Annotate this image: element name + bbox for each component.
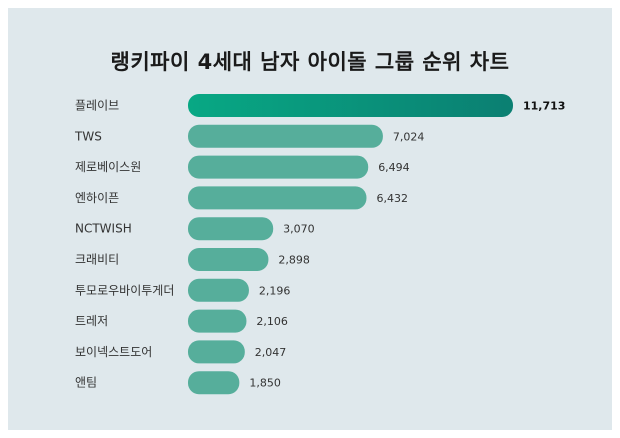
bar-6 xyxy=(188,248,269,271)
bar-3 xyxy=(188,155,369,179)
bar-1 xyxy=(188,94,513,117)
category-label: 트레저 xyxy=(75,314,108,328)
bar-4 xyxy=(188,186,367,210)
category-label: 보이넥스트도어 xyxy=(75,345,152,359)
value-label: 6,494 xyxy=(378,161,410,174)
chart-card: 랭키파이 4세대 남자 아이돌 그룹 순위 차트 플레이브 11,713 TWS 7,… xyxy=(8,8,612,430)
bar-chart: 플레이브 11,713 TWS 7,024 제로베이스원 6,494 엔하이픈 6,432 NC… xyxy=(74,94,565,395)
value-label: 7,024 xyxy=(393,130,425,143)
category-label: 크래비티 xyxy=(75,253,119,267)
category-label: 제로베이스원 xyxy=(75,160,141,174)
category-label: 엔하이픈 xyxy=(75,191,119,205)
chart-title: 랭키파이 4세대 남자 아이돌 그룹 순위 차트 xyxy=(110,50,510,74)
bar-7 xyxy=(188,278,249,302)
value-label: 2,106 xyxy=(256,315,288,328)
category-label: 투모로우바이투게더 xyxy=(75,283,174,297)
value-label: 2,047 xyxy=(255,346,287,359)
bar-9 xyxy=(188,340,245,364)
bar-2 xyxy=(188,124,383,148)
category-label: 앤팀 xyxy=(75,376,97,390)
category-label: TWS xyxy=(74,129,102,143)
bar-8 xyxy=(188,309,247,333)
category-label: 플레이브 xyxy=(75,99,119,113)
value-label: 1,850 xyxy=(249,377,281,390)
bar-10 xyxy=(188,371,240,395)
value-label: 2,898 xyxy=(278,254,310,267)
value-label: 11,713 xyxy=(523,100,565,113)
category-label: NCTWISH xyxy=(75,222,132,236)
bar-5 xyxy=(188,217,274,241)
value-label: 3,070 xyxy=(283,223,315,236)
value-label: 2,196 xyxy=(259,284,291,297)
value-label: 6,432 xyxy=(376,192,408,205)
